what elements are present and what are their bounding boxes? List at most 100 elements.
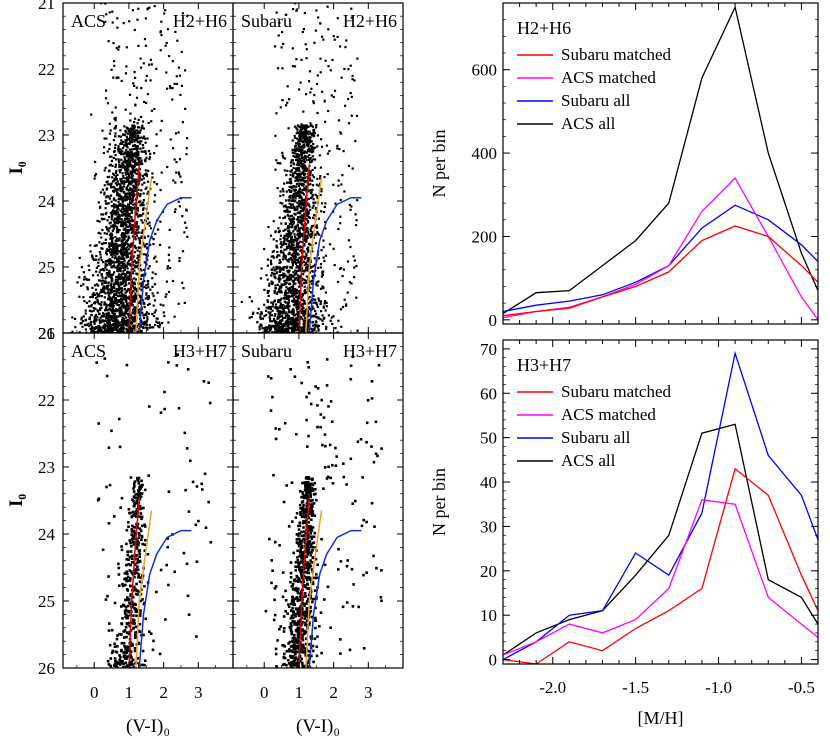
star-point bbox=[127, 189, 131, 192]
star-point bbox=[133, 84, 136, 87]
star-point bbox=[303, 289, 306, 292]
star-point bbox=[319, 22, 322, 25]
star-point bbox=[144, 187, 147, 190]
star-point bbox=[122, 204, 125, 207]
star-point bbox=[117, 268, 120, 271]
star-point bbox=[286, 317, 289, 320]
star-point bbox=[334, 202, 337, 205]
star-point bbox=[273, 326, 276, 330]
star-point bbox=[307, 203, 310, 206]
star-point bbox=[117, 147, 120, 150]
star-point bbox=[268, 329, 271, 332]
star-point bbox=[94, 307, 97, 310]
star-point bbox=[298, 144, 301, 147]
star-point bbox=[285, 330, 289, 333]
star-point bbox=[305, 254, 308, 257]
star-point bbox=[102, 315, 105, 318]
star-point bbox=[306, 247, 309, 250]
star-point bbox=[329, 69, 332, 72]
star-point bbox=[323, 335, 325, 337]
star-point bbox=[284, 222, 287, 225]
star-point bbox=[293, 171, 296, 174]
star-point bbox=[293, 327, 297, 330]
star-point bbox=[168, 259, 171, 262]
star-point bbox=[303, 143, 306, 146]
star-point bbox=[300, 222, 303, 225]
star-point bbox=[116, 229, 119, 233]
star-point bbox=[269, 311, 272, 314]
star-point bbox=[319, 303, 322, 306]
star-point bbox=[114, 126, 117, 130]
star-point bbox=[89, 335, 91, 337]
star-point bbox=[330, 316, 333, 319]
star-point bbox=[167, 253, 170, 256]
star-point bbox=[314, 207, 317, 210]
star-point bbox=[122, 301, 125, 304]
star-point bbox=[134, 232, 137, 236]
star-point bbox=[289, 197, 292, 200]
star-point bbox=[109, 260, 112, 263]
star-point bbox=[106, 324, 109, 328]
star-point bbox=[106, 335, 108, 337]
star-point bbox=[118, 289, 121, 292]
star-point bbox=[320, 275, 323, 278]
star-point bbox=[281, 151, 284, 154]
star-point bbox=[291, 316, 294, 319]
star-point bbox=[290, 206, 293, 209]
star-point bbox=[294, 322, 297, 325]
star-point bbox=[287, 246, 290, 249]
star-point bbox=[131, 285, 134, 288]
star-point bbox=[121, 187, 124, 190]
star-point bbox=[311, 195, 314, 198]
star-point bbox=[110, 248, 114, 251]
star-point bbox=[119, 244, 122, 247]
star-point bbox=[163, 12, 166, 15]
star-point bbox=[290, 291, 293, 294]
star-point bbox=[99, 291, 102, 294]
star-point bbox=[174, 30, 177, 33]
star-point bbox=[248, 296, 251, 299]
star-point bbox=[118, 304, 121, 307]
star-point bbox=[303, 334, 305, 336]
star-point bbox=[104, 266, 107, 269]
star-point bbox=[111, 210, 114, 214]
star-point bbox=[290, 221, 293, 224]
star-point bbox=[317, 257, 321, 260]
star-point bbox=[123, 233, 126, 236]
star-point bbox=[121, 298, 124, 302]
star-point bbox=[92, 309, 95, 312]
star-point bbox=[130, 131, 133, 134]
star-point bbox=[136, 254, 139, 257]
star-point bbox=[317, 297, 320, 300]
star-point bbox=[125, 65, 128, 68]
star-point bbox=[186, 235, 189, 238]
star-point bbox=[276, 334, 278, 336]
star-point bbox=[130, 151, 133, 154]
star-point bbox=[306, 213, 310, 216]
star-point bbox=[116, 26, 119, 29]
star-point bbox=[167, 290, 171, 293]
star-point bbox=[312, 216, 315, 219]
star-point bbox=[107, 262, 110, 265]
star-point bbox=[118, 312, 121, 315]
star-point bbox=[302, 172, 305, 175]
star-point bbox=[112, 290, 115, 293]
star-point bbox=[326, 173, 329, 176]
star-point bbox=[132, 144, 135, 147]
star-point bbox=[270, 320, 273, 323]
star-point bbox=[150, 326, 153, 329]
star-point bbox=[115, 251, 119, 254]
star-point bbox=[140, 334, 142, 336]
star-point bbox=[166, 165, 169, 169]
star-point bbox=[122, 326, 125, 329]
star-point bbox=[111, 252, 114, 255]
star-point bbox=[144, 253, 148, 256]
star-point bbox=[303, 250, 306, 253]
star-point bbox=[324, 291, 327, 294]
star-point bbox=[107, 334, 109, 336]
star-point bbox=[112, 246, 115, 249]
star-point bbox=[176, 39, 179, 42]
star-point bbox=[106, 291, 110, 294]
star-point bbox=[310, 335, 312, 337]
